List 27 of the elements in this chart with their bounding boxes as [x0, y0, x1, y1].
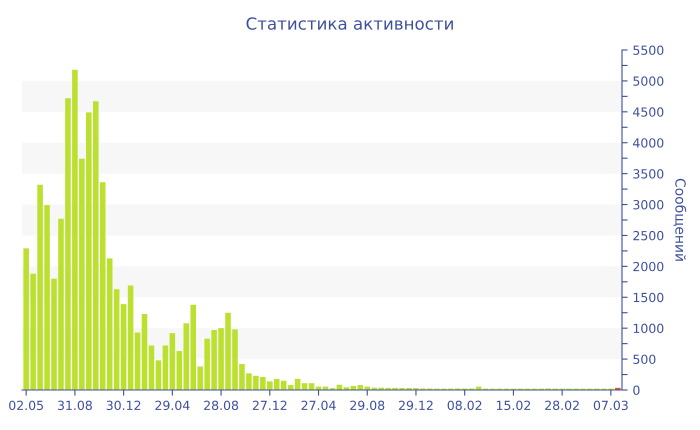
y-tick-label: 4000	[633, 138, 664, 148]
x-tick-label: 28.08	[204, 400, 238, 410]
x-tick-label: 29.08	[350, 400, 384, 410]
x-tick-label: 31.08	[58, 400, 92, 410]
y-tick-label: 1500	[634, 292, 664, 302]
y-tick-label: 2000	[633, 262, 664, 272]
y-tick-label: 500	[633, 354, 656, 364]
x-tick-label: 28.02	[545, 400, 579, 410]
x-tick-label: 29.12	[398, 400, 433, 410]
y-axis-title: Сообщений	[674, 178, 686, 261]
x-tick-label: 15.02	[496, 400, 530, 410]
x-tick-label: 29.04	[155, 400, 190, 410]
y-tick-label: 5500	[633, 45, 664, 55]
y-tick-label: 3500	[633, 169, 664, 179]
x-tick-label: 02.05	[9, 400, 43, 410]
x-tick-label: 27.04	[302, 400, 336, 410]
chart-title: Статистика активности	[246, 17, 453, 30]
y-tick-label: 1000	[634, 324, 664, 334]
y-tick-label: 5000	[633, 76, 664, 86]
y-tick-label: 3000	[633, 200, 664, 210]
y-tick-label: 0	[633, 385, 640, 395]
x-tick-label: 30.12	[106, 400, 140, 410]
x-tick-label: 07.03	[594, 400, 628, 410]
y-tick-label: 4500	[633, 107, 664, 117]
x-tick-label: 27.12	[252, 400, 286, 410]
x-tick-label: 08.02	[448, 400, 482, 410]
y-tick-label: 2500	[633, 230, 664, 240]
